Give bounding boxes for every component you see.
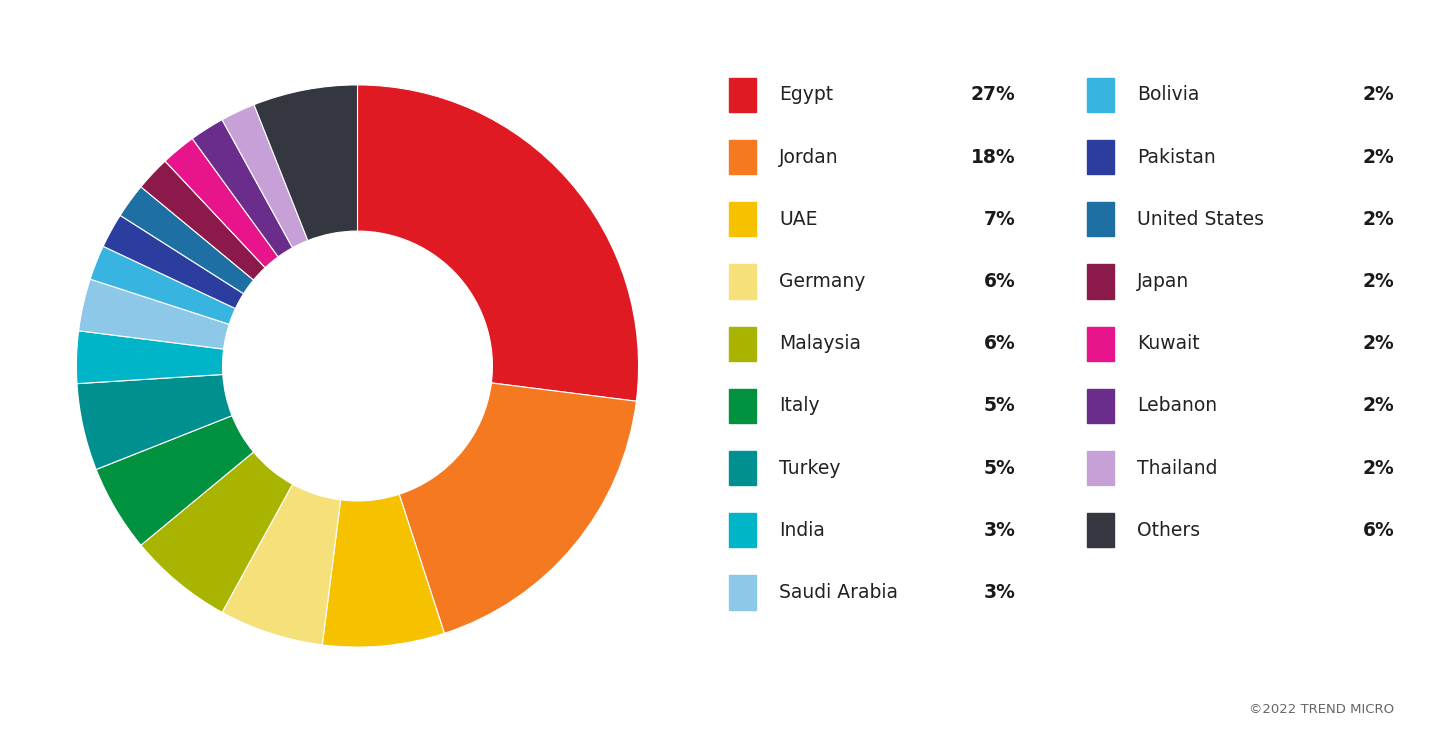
- Text: 5%: 5%: [984, 397, 1015, 415]
- Text: Turkey: Turkey: [779, 459, 841, 477]
- Wedge shape: [142, 161, 265, 280]
- Wedge shape: [142, 452, 293, 613]
- Text: 3%: 3%: [984, 521, 1015, 539]
- Text: 2%: 2%: [1363, 335, 1394, 353]
- Text: 2%: 2%: [1363, 272, 1394, 291]
- Text: Kuwait: Kuwait: [1137, 335, 1200, 353]
- Bar: [729, 575, 756, 610]
- Text: United States: United States: [1137, 210, 1264, 228]
- Wedge shape: [103, 215, 243, 309]
- Text: 2%: 2%: [1363, 210, 1394, 228]
- Text: 2%: 2%: [1363, 86, 1394, 104]
- Text: 6%: 6%: [1363, 521, 1394, 539]
- Text: ©2022 TREND MICRO: ©2022 TREND MICRO: [1250, 703, 1394, 716]
- Wedge shape: [399, 383, 636, 633]
- Text: Germany: Germany: [779, 272, 865, 291]
- Text: 6%: 6%: [984, 335, 1015, 353]
- Text: 2%: 2%: [1363, 459, 1394, 477]
- Text: Lebanon: Lebanon: [1137, 397, 1217, 415]
- Text: Italy: Italy: [779, 397, 819, 415]
- Text: Egypt: Egypt: [779, 86, 834, 104]
- Text: Jordan: Jordan: [779, 148, 839, 166]
- Bar: [729, 202, 756, 236]
- Text: 27%: 27%: [971, 86, 1015, 104]
- Wedge shape: [77, 375, 232, 469]
- Wedge shape: [76, 331, 223, 384]
- Wedge shape: [222, 485, 340, 645]
- Bar: [1087, 326, 1114, 361]
- Wedge shape: [358, 85, 639, 401]
- Text: UAE: UAE: [779, 210, 818, 228]
- Bar: [1087, 202, 1114, 236]
- Text: Pakistan: Pakistan: [1137, 148, 1216, 166]
- Wedge shape: [120, 187, 253, 294]
- Text: 3%: 3%: [984, 583, 1015, 602]
- Text: 2%: 2%: [1363, 397, 1394, 415]
- Bar: [729, 78, 756, 112]
- Bar: [1087, 389, 1114, 423]
- Text: Malaysia: Malaysia: [779, 335, 861, 353]
- Wedge shape: [90, 247, 236, 324]
- Wedge shape: [222, 105, 307, 247]
- Wedge shape: [322, 494, 445, 647]
- Text: Thailand: Thailand: [1137, 459, 1217, 477]
- Bar: [729, 389, 756, 423]
- Text: 2%: 2%: [1363, 148, 1394, 166]
- Bar: [729, 451, 756, 485]
- Bar: [1087, 451, 1114, 485]
- Bar: [729, 264, 756, 299]
- Text: 6%: 6%: [984, 272, 1015, 291]
- Bar: [729, 140, 756, 174]
- Text: 18%: 18%: [971, 148, 1015, 166]
- Bar: [1087, 513, 1114, 548]
- Wedge shape: [96, 416, 253, 545]
- Bar: [729, 326, 756, 361]
- Text: Others: Others: [1137, 521, 1200, 539]
- Text: Saudi Arabia: Saudi Arabia: [779, 583, 898, 602]
- Bar: [729, 513, 756, 548]
- Wedge shape: [164, 138, 279, 268]
- Bar: [1087, 140, 1114, 174]
- Text: 7%: 7%: [984, 210, 1015, 228]
- Wedge shape: [192, 119, 293, 257]
- Bar: [1087, 78, 1114, 112]
- Text: Bolivia: Bolivia: [1137, 86, 1200, 104]
- Text: India: India: [779, 521, 825, 539]
- Wedge shape: [255, 85, 358, 241]
- Text: Japan: Japan: [1137, 272, 1190, 291]
- Wedge shape: [79, 279, 229, 349]
- Bar: [1087, 264, 1114, 299]
- Text: 5%: 5%: [984, 459, 1015, 477]
